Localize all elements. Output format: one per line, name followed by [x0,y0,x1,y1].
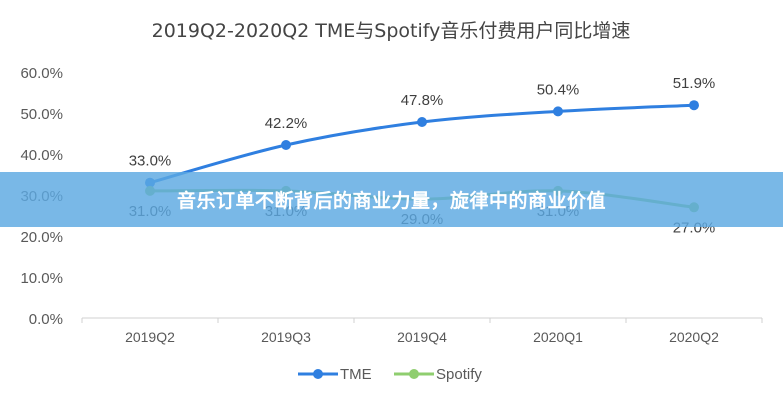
data-label-tme: 42.2% [265,115,308,132]
data-label-tme: 50.4% [537,81,580,98]
data-label-tme: 47.8% [401,92,444,109]
x-tick-label: 2020Q2 [669,329,719,345]
x-tick-label: 2019Q2 [125,329,175,345]
data-label-tme: 33.0% [129,153,172,170]
x-tick-label: 2019Q3 [261,329,311,345]
data-point-tme [689,100,699,111]
legend-label-tme: TME [340,366,372,383]
chart-title: 2019Q2-2020Q2 TME与Spotify音乐付费用户同比增速 [152,20,631,42]
y-tick-label: 10.0% [20,270,63,287]
y-tick-label: 50.0% [20,106,63,123]
y-tick-label: 60.0% [20,65,63,82]
data-label-tme: 51.9% [673,75,716,92]
y-tick-label: 0.0% [29,311,63,328]
overlay-banner: 音乐订单不断背后的商业力量，旋律中的商业价值 [0,172,783,227]
x-tick-label: 2020Q1 [533,329,583,345]
y-tick-label: 40.0% [20,147,63,164]
legend-marker-spotify [409,369,419,379]
data-point-tme [417,117,427,128]
x-tick-label: 2019Q4 [397,329,447,345]
data-point-tme [553,106,563,117]
banner-text: 音乐订单不断背后的商业力量，旋律中的商业价值 [176,190,606,212]
y-tick-label: 20.0% [20,229,63,246]
legend-marker-tme [313,369,323,379]
legend-label-spotify: Spotify [436,366,482,383]
data-point-tme [281,139,291,150]
